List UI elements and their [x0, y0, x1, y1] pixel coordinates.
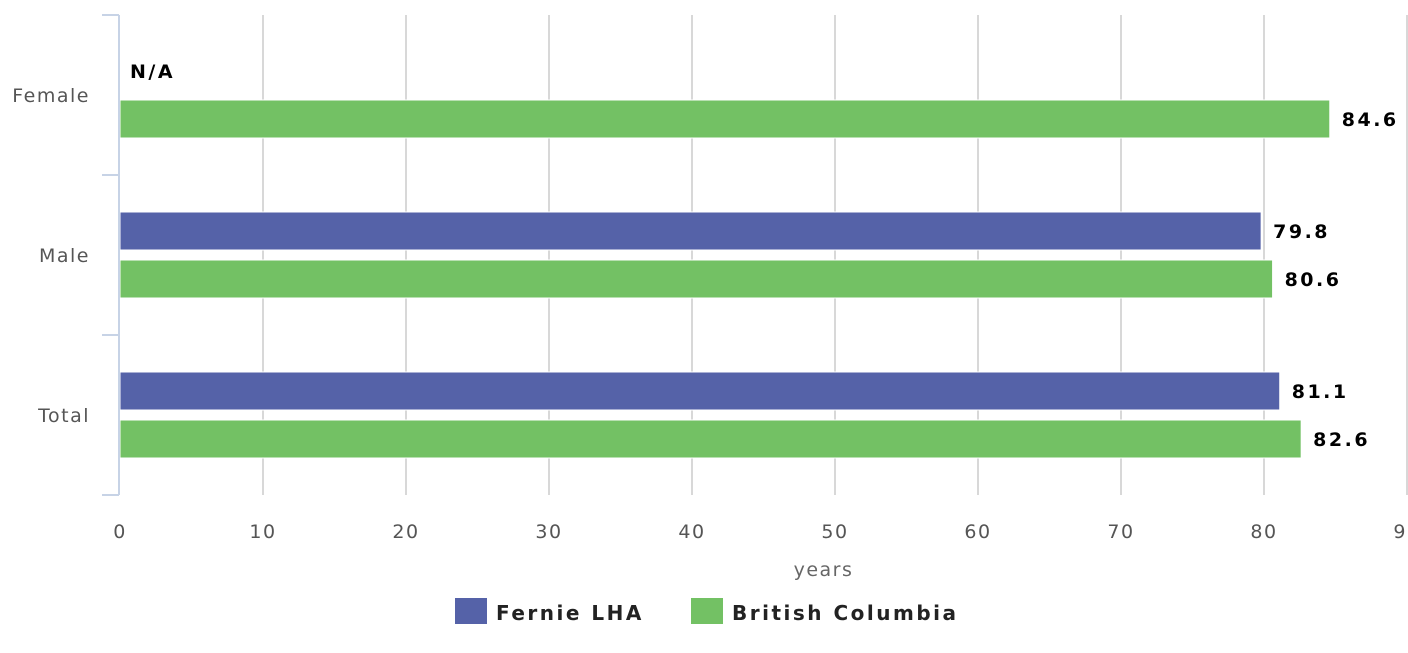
x-tick-label: 0	[113, 521, 127, 543]
legend: Fernie LHA British Columbia	[455, 598, 959, 625]
data-label: 84.6	[1342, 109, 1399, 131]
data-label: 82.6	[1313, 429, 1370, 451]
data-label: 81.1	[1292, 381, 1349, 403]
legend-label: British Columbia	[732, 601, 959, 625]
bar	[119, 371, 1281, 411]
x-tick-label: 90	[1393, 521, 1408, 543]
bar	[119, 211, 1262, 251]
data-label: N/A	[130, 61, 175, 83]
data-label: 79.8	[1273, 221, 1330, 243]
x-tick-label: 50	[821, 521, 848, 543]
data-labels: N/A 84.6 79.8 80.6 81.1 82.6	[130, 61, 1399, 451]
y-category-label: Male	[39, 245, 90, 267]
gridlines	[262, 15, 1408, 495]
x-tick-label: 60	[964, 521, 991, 543]
x-tick-label: 20	[392, 521, 419, 543]
y-category-label: Female	[12, 85, 90, 107]
x-tick-label: 30	[535, 521, 562, 543]
bars	[119, 99, 1331, 459]
legend-swatch	[691, 598, 723, 624]
x-tick-label: 70	[1107, 521, 1134, 543]
data-label: 80.6	[1285, 269, 1342, 291]
x-tick-label: 80	[1250, 521, 1277, 543]
bar	[119, 419, 1302, 459]
bar	[119, 259, 1274, 299]
legend-swatch	[455, 598, 487, 624]
legend-label: Fernie LHA	[496, 601, 644, 625]
x-tick-label: 10	[249, 521, 276, 543]
y-category-label: Total	[37, 405, 90, 427]
axes: years 0 10 20 30 40 50 60 70 80 90 Female Male Total	[12, 14, 1408, 581]
bar	[119, 99, 1331, 139]
x-axis-title: years	[794, 559, 854, 581]
x-tick-label: 40	[678, 521, 705, 543]
